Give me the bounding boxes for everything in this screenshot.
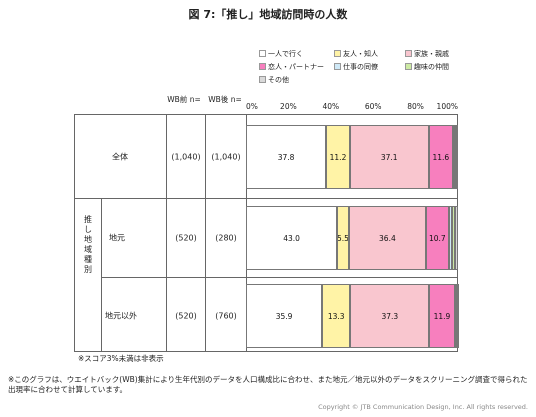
x-tick-label: 80% [407,102,424,111]
legend-label: 友人・知人 [343,50,378,58]
x-tick-label: 60% [364,102,382,111]
divider [101,198,102,352]
data-label: 11.9 [433,311,451,321]
legend-item: 趣味の仲間 [405,63,449,72]
n-before-value: (520) [175,233,197,243]
legend-swatch [405,50,412,57]
legend-item: その他 [259,76,289,85]
bar-segment: 36.4 [348,206,426,270]
category-label: 地元以外 [105,311,137,321]
bar-segment: 43.0 [246,206,338,270]
n-before-value: (520) [175,311,197,321]
bar-segment: 37.1 [349,125,429,189]
data-label: 37.3 [381,311,399,321]
footnote: ※スコア3%未満は非表示 [78,354,164,363]
data-label: 10.7 [428,233,446,243]
legend-swatch [405,63,412,70]
bar-segment [451,206,456,270]
legend-swatch [259,76,266,83]
legend-label: 仕事の同僚 [343,63,378,71]
n-before-value: (1,040) [171,152,201,162]
divider [205,114,206,352]
legend-swatch [259,63,266,70]
n-after-value: (760) [215,311,237,321]
data-label: 11.2 [329,152,347,162]
legend-label: 家族・親戚 [414,50,449,58]
legend-label: その他 [268,76,289,84]
bar-segment: 5.5 [337,206,349,270]
bar-segment [456,284,459,348]
divider [74,198,458,199]
header-wb-after: WB後 n= [208,95,242,104]
chart-title: 図 7:「推し」地域訪問時の人数 [188,8,348,21]
data-label: 5.5 [337,233,349,243]
bar-segment: 37.3 [350,284,430,348]
legend-item: 恋人・パートナー [259,63,324,72]
data-label: 13.3 [327,311,345,321]
divider [166,114,167,352]
bar-segment: 13.3 [322,284,351,348]
copyright: Copyright © JTB Communication Design, In… [318,403,528,411]
data-label: 11.6 [432,152,450,162]
x-tick-label: 20% [280,102,297,111]
legend-swatch [259,50,266,57]
data-label: 35.9 [275,311,293,321]
row-group-label: 推し地域種別 [84,215,92,274]
n-after-value: (280) [215,233,237,243]
category-label: 地元 [109,233,125,243]
legend-item: 仕事の同僚 [334,63,378,72]
header-wb-before: WB前 n= [167,95,201,104]
data-label: 37.8 [277,152,295,162]
bar-segment [453,125,456,189]
data-label: 37.1 [380,152,398,162]
legend-label: 趣味の仲間 [414,63,449,71]
data-label: 43.0 [283,233,300,243]
bar-segment: 37.8 [246,125,327,189]
category-label: 全体 [112,152,128,162]
bar-segment: 11.9 [429,284,455,348]
legend-swatch [334,50,341,57]
legend-label: 恋人・パートナー [268,63,324,71]
legend-swatch [334,63,341,70]
legend-item: 一人で行く [259,50,303,59]
divider [101,277,458,278]
legend-item: 友人・知人 [334,50,378,59]
data-label: 36.4 [379,233,396,243]
n-after-value: (1,040) [211,152,241,162]
bar-segment: 11.6 [428,125,454,189]
bar-segment [455,206,458,270]
x-tick-label: 100% [436,102,458,111]
bar-segment [448,206,452,270]
bar-segment [456,125,459,189]
bar-segment: 35.9 [246,284,323,348]
legend-item: 家族・親戚 [405,50,449,59]
legend-label: 一人で行く [268,50,303,58]
method-note: ※このグラフは、ウエイトバック(WB)集計により生年代別のデータを人口構成比に合… [8,375,528,394]
x-tick-label: 40% [322,102,340,111]
bar-segment: 11.2 [326,125,350,189]
x-tick-label: 0% [246,102,258,111]
bar-segment: 10.7 [425,206,449,270]
